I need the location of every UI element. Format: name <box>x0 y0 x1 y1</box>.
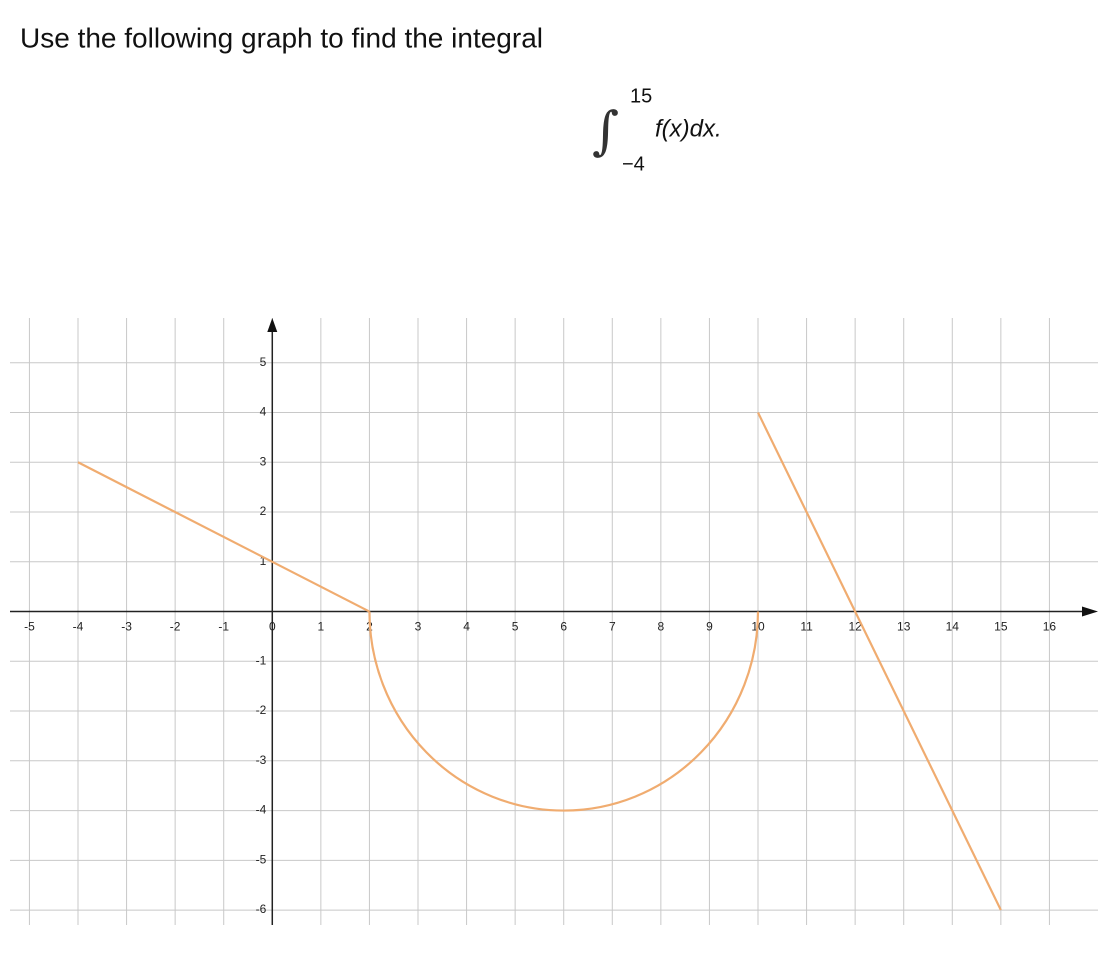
x-tick-label: 6 <box>560 620 567 634</box>
x-tick-label: 14 <box>946 620 960 634</box>
x-tick-label: -4 <box>73 620 84 634</box>
x-tick-label: 4 <box>463 620 470 634</box>
y-tick-label: 3 <box>260 454 267 468</box>
x-tick-label: 11 <box>800 620 813 634</box>
question-text: Use the following graph to find the inte… <box>20 22 543 53</box>
x-tick-label: -5 <box>24 620 35 634</box>
y-tick-label: 2 <box>260 504 267 518</box>
x-tick-label: 15 <box>994 620 1008 634</box>
x-tick-label: 5 <box>512 620 519 634</box>
x-tick-label: 12 <box>848 620 862 634</box>
function-piece <box>757 412 1002 911</box>
integral-sign: ∫ <box>592 102 619 162</box>
x-tick-label: -2 <box>170 620 181 634</box>
x-axis-arrow <box>1082 606 1098 617</box>
x-tick-label: 3 <box>415 620 422 634</box>
y-axis-arrow <box>267 318 278 332</box>
function-piece <box>368 611 760 812</box>
y-tick-label: -3 <box>256 753 267 767</box>
x-tick-label: 8 <box>658 620 665 634</box>
y-tick-label: 4 <box>260 405 267 419</box>
x-tick-label: 16 <box>1043 620 1057 634</box>
lower-limit: −4 <box>622 153 645 175</box>
integrand: f(x)dx. <box>655 115 722 142</box>
y-tick-label: -6 <box>256 902 267 916</box>
x-tick-label: 9 <box>706 620 713 634</box>
x-tick-label: 7 <box>609 620 616 634</box>
y-tick-label: -4 <box>256 803 267 817</box>
function-piece <box>77 461 370 613</box>
x-tick-label: -1 <box>218 620 229 634</box>
x-tick-label: 1 <box>318 620 325 634</box>
y-tick-label: 5 <box>260 355 267 369</box>
x-tick-label: 13 <box>897 620 911 634</box>
y-tick-label: 1 <box>260 554 267 568</box>
y-tick-label: -2 <box>256 703 267 717</box>
x-tick-label: -3 <box>121 620 132 634</box>
y-tick-label: -5 <box>256 852 267 866</box>
y-tick-label: -1 <box>256 653 267 667</box>
upper-limit: 15 <box>630 85 652 107</box>
